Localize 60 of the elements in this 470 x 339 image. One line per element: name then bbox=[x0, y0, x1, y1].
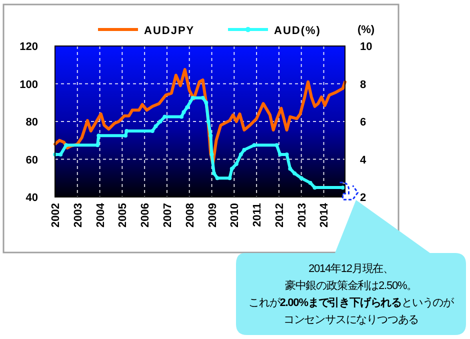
point bbox=[204, 100, 208, 105]
y2-tick-label: 8 bbox=[360, 78, 366, 91]
point bbox=[234, 162, 238, 166]
point bbox=[238, 152, 243, 157]
y-tick-label: 40 bbox=[26, 192, 38, 204]
y2-tick-label: 10 bbox=[360, 41, 372, 53]
point bbox=[242, 148, 246, 152]
point bbox=[64, 143, 68, 148]
point bbox=[292, 171, 297, 176]
legend-label: AUD(%) bbox=[274, 25, 321, 37]
y-tick-label: 80 bbox=[26, 116, 38, 128]
point bbox=[96, 134, 101, 138]
point bbox=[228, 176, 232, 180]
point bbox=[340, 186, 345, 190]
x-tick-label: 2006 bbox=[140, 203, 152, 228]
point bbox=[96, 143, 100, 148]
point bbox=[274, 143, 279, 148]
x-tick-label: 2009 bbox=[206, 203, 219, 228]
x-tick-label: 2004 bbox=[94, 202, 107, 228]
point bbox=[190, 96, 195, 100]
legend-label: AUDJPY bbox=[144, 25, 195, 37]
point bbox=[58, 152, 63, 157]
x-tick-label: 2014 bbox=[318, 202, 331, 228]
point bbox=[230, 166, 234, 171]
point bbox=[200, 96, 205, 100]
y2-tick-label: 6 bbox=[360, 116, 366, 128]
x-tick-label: 2005 bbox=[117, 203, 130, 228]
x-tick-label: 2011 bbox=[252, 203, 264, 227]
x-tick-label: 2010 bbox=[229, 203, 242, 228]
y2-axis-title: (%) bbox=[357, 24, 375, 36]
point bbox=[180, 114, 184, 119]
y2-tick-label: 2 bbox=[360, 192, 366, 204]
point bbox=[308, 180, 312, 185]
point bbox=[185, 105, 190, 110]
point bbox=[206, 120, 210, 124]
point bbox=[288, 166, 292, 171]
x-tick-label: 2013 bbox=[296, 203, 308, 228]
point bbox=[210, 152, 214, 157]
point bbox=[212, 171, 216, 176]
y-tick-label: 60 bbox=[26, 154, 38, 166]
point bbox=[208, 134, 213, 138]
x-tick-label: 2012 bbox=[274, 203, 286, 228]
point bbox=[124, 134, 128, 138]
y-tick-label: 120 bbox=[20, 41, 38, 53]
point bbox=[158, 120, 162, 124]
point bbox=[252, 143, 256, 148]
point bbox=[215, 176, 220, 180]
x-tick-label: 2008 bbox=[184, 203, 196, 228]
point bbox=[124, 128, 129, 133]
point bbox=[299, 176, 304, 180]
y2-tick-label: 4 bbox=[360, 154, 367, 166]
x-tick-label: 2002 bbox=[50, 203, 62, 228]
x-tick-label: 2007 bbox=[162, 203, 174, 228]
point bbox=[182, 110, 186, 114]
x-tick-label: 2003 bbox=[72, 203, 84, 228]
point bbox=[312, 186, 317, 190]
point bbox=[154, 124, 158, 128]
y-tick-label: 100 bbox=[20, 78, 38, 91]
point bbox=[284, 152, 289, 157]
point bbox=[162, 114, 167, 119]
